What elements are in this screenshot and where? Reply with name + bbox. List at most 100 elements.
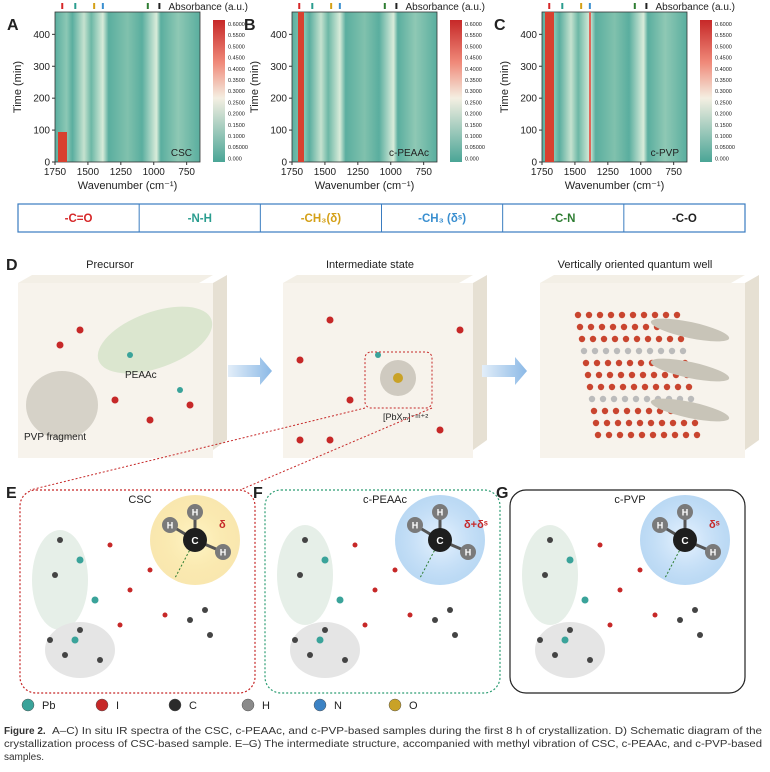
ion [346,396,354,404]
structure-box [264,489,501,694]
label: PEAAc [125,370,157,381]
lattice-atom [632,395,640,403]
arrow [228,357,272,385]
environment [290,622,360,678]
colorbar-tick-label: 0.1500 [465,123,482,129]
colorbar-tick-label: 0.5500 [715,33,732,39]
lattice-atom [598,323,606,331]
zoom-box [364,351,433,409]
lattice-atom [628,371,636,379]
lattice-atom [578,335,586,343]
atom-key [168,698,182,712]
colorbar-tick-label: 0.1000 [465,134,482,140]
atom [432,617,438,623]
stage-title: Vertically oriented quantum well [558,259,713,271]
atom-label: C [681,536,688,547]
lattice-atom [652,383,660,391]
atom [447,607,453,613]
colorbar-tick-label: 0.5500 [465,33,482,39]
colorbar-tick-label: 0.1500 [715,123,732,129]
box-top [540,275,745,283]
atom [147,567,153,573]
atom-label: H [192,508,199,518]
atom [362,622,368,628]
colorbar-tick-label: 0.05000 [228,145,248,151]
lattice-atom [596,311,604,319]
atom [542,572,548,578]
y-tick-label: 100 [270,126,287,137]
atom [187,617,193,623]
highlight [97,306,213,374]
lattice-atom [603,419,611,427]
lattice-atom [655,335,663,343]
lattice-atom [580,347,588,355]
atom [372,587,378,593]
atom [187,504,203,520]
heatmap-band [58,132,67,162]
atom [637,567,643,573]
environment [522,525,578,625]
lattice-atom [646,347,654,355]
heatmap-band [545,12,554,162]
lattice-atom [642,323,650,331]
panel-letter: D [6,257,18,274]
lattice-atom [626,359,634,367]
colorbar-tick-label: 0.1000 [228,134,245,140]
lattice-atom [660,431,668,439]
atom [316,636,324,644]
ion [375,352,381,358]
structure-box [509,489,746,694]
atom [673,528,697,552]
x-tick-label: 1000 [630,167,653,178]
atom [91,596,99,604]
ion [456,326,464,334]
lattice-atom [604,359,612,367]
lattice-atom [582,359,590,367]
colorbar-tick-label: 0.2500 [465,100,482,106]
lattice-atom [679,347,687,355]
colorbar-tick-label: 0.3500 [715,78,732,84]
lattice-atom [589,335,597,343]
lattice-atom [674,383,682,391]
lattice-atom [658,419,666,427]
structure-title: c-PVP [614,494,645,506]
ion [56,341,64,349]
colorbar-tick-label: 0.2500 [715,100,732,106]
colorbar-title: Absorbance (a.u.) [656,2,736,13]
legend-entry: -C-N [551,213,575,225]
atom [202,607,208,613]
atom [460,544,476,560]
sample-label: CSC [171,148,192,159]
atom [607,622,613,628]
panel-letter: B [244,17,256,34]
legend-entry: -CH₃ (δˢ) [418,213,466,225]
lattice-atom [677,335,685,343]
y-tick-label: 200 [33,94,50,105]
lattice-atom [641,383,649,391]
lattice-atom [605,431,613,439]
lattice-atom [613,347,621,355]
colorbar-tick-label: 0.3000 [228,89,245,95]
y-tick-label: 300 [270,62,287,73]
lattice-atom [636,419,644,427]
colorbar-tick-label: 0.4500 [715,56,732,62]
lattice-atom [597,383,605,391]
colorbar-tick-label: 0.05000 [715,145,735,151]
atom-key-label: Pb [42,700,55,712]
organic-layer [650,318,730,342]
y-axis-label: Time (min) [499,61,511,113]
vibration-mode: δˢ [709,519,720,531]
lattice-atom [691,419,699,427]
colorbar-tick-label: 0.4000 [715,67,732,73]
atom-key [95,698,109,712]
x-tick-label: 1750 [531,167,554,178]
x-tick-label: 1250 [597,167,620,178]
atom-label: H [167,521,174,531]
atom-key-label: O [409,700,418,712]
lattice-atom [669,419,677,427]
y-tick-label: 100 [33,126,50,137]
sample-label: c-PVP [651,148,680,159]
lattice-atom [680,419,688,427]
atom [407,612,413,618]
